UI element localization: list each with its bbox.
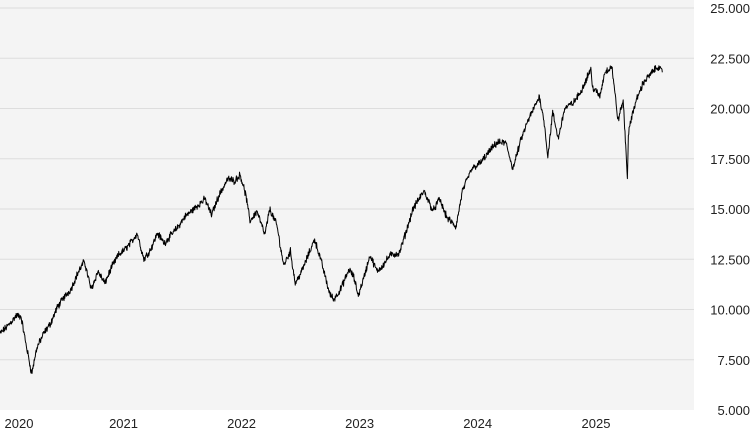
x-tick-label: 2023 — [345, 416, 374, 430]
y-axis-tick-labels: 5.000 7.500 10.000 12.500 15.000 17.500 20.000… — [710, 1, 750, 418]
y-tick-label: 12.500 — [710, 252, 750, 267]
x-tick-label: 2024 — [463, 416, 492, 430]
series-line — [0, 65, 663, 374]
y-tick-label: 15.000 — [710, 202, 750, 217]
y-tick-label: 17.500 — [710, 152, 750, 167]
x-tick-label: 2025 — [582, 416, 611, 430]
y-tick-label: 25.000 — [710, 1, 750, 16]
series-group — [0, 65, 663, 374]
x-tick-label: 2021 — [109, 416, 138, 430]
y-tick-label: 20.000 — [710, 102, 750, 117]
y-tick-label: 22.500 — [710, 51, 750, 66]
plot-area — [0, 0, 694, 410]
x-axis-tick-labels: 2020 2021 2022 2023 2024 2025 — [5, 416, 611, 430]
y-tick-label: 10.000 — [710, 303, 750, 318]
x-tick-label: 2020 — [5, 416, 34, 430]
y-tick-label: 7.500 — [717, 353, 750, 368]
x-tick-label: 2022 — [227, 416, 256, 430]
y-tick-label: 5.000 — [717, 403, 750, 418]
